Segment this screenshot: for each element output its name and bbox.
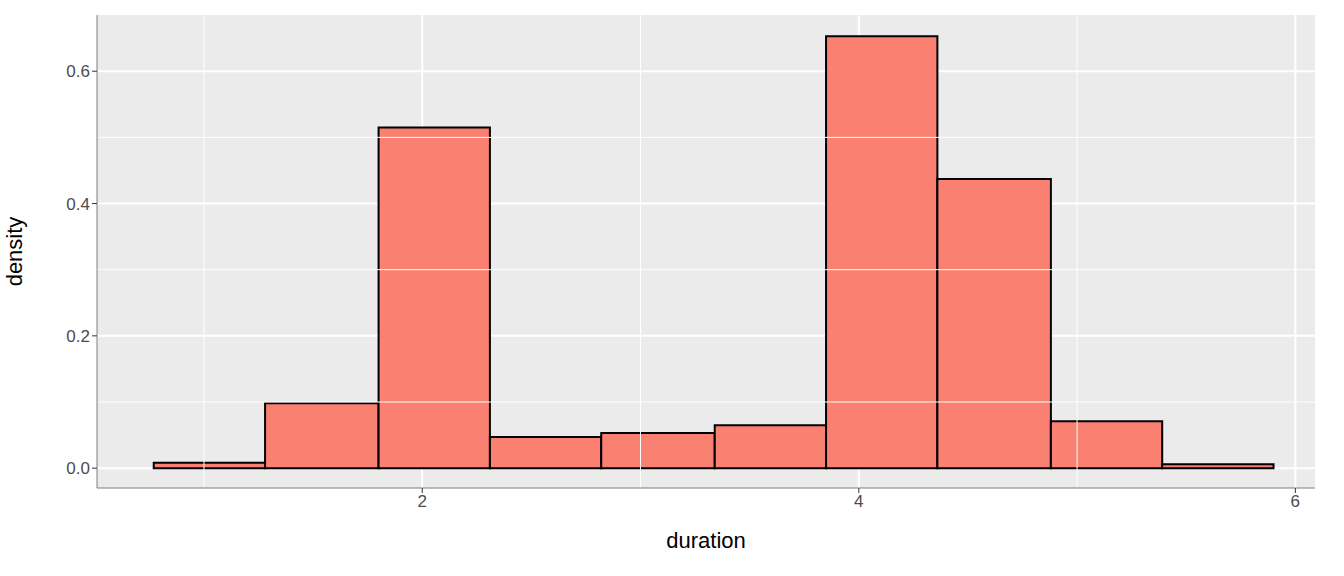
svg-text:2: 2 xyxy=(418,492,427,511)
svg-text:duration: duration xyxy=(666,528,746,553)
svg-text:0.4: 0.4 xyxy=(66,195,90,214)
svg-text:density: density xyxy=(2,217,27,287)
svg-text:0.6: 0.6 xyxy=(66,62,90,81)
svg-text:0.0: 0.0 xyxy=(66,459,90,478)
svg-text:0.2: 0.2 xyxy=(66,327,90,346)
svg-text:4: 4 xyxy=(854,492,863,511)
svg-text:6: 6 xyxy=(1291,492,1300,511)
